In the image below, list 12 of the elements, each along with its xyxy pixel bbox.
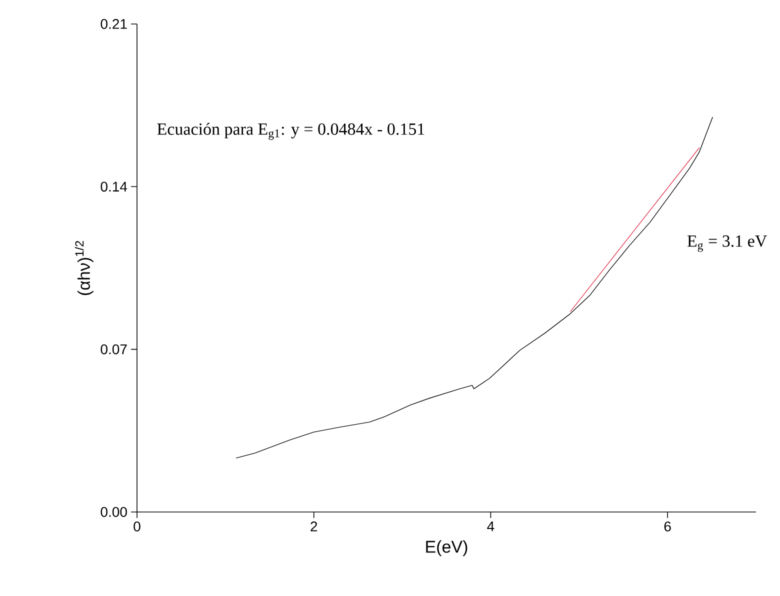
annotation: Ecuación para E$_{g1}$: y = 0.0484x - 0.151 bbox=[157, 122, 424, 140]
x-tick-label: 2 bbox=[310, 522, 318, 532]
y-tick-label: 0.14 bbox=[100, 182, 128, 192]
x-tick-label: 4 bbox=[487, 522, 494, 532]
x-axis-title: E(eV) bbox=[426, 540, 468, 556]
y-axis-title: (αhν)$^{1/2}$ bbox=[74, 241, 94, 296]
x-tick-label: 6 bbox=[664, 522, 671, 532]
x-tick-label: 0 bbox=[134, 522, 140, 532]
y-tick-label: 0.21 bbox=[100, 19, 127, 29]
annotation: E$_{g}$ = 3.1 eV bbox=[687, 235, 767, 252]
y-tick-label: 0.00 bbox=[100, 507, 127, 517]
y-tick-label: 0.07 bbox=[100, 344, 127, 354]
